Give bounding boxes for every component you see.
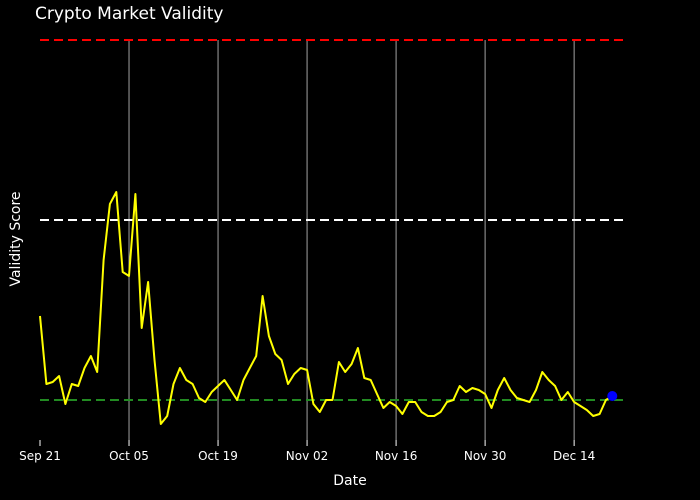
x-tick-label: Nov 30: [464, 449, 507, 463]
x-tick-label: Nov 16: [375, 449, 418, 463]
x-tick-label: Sep 21: [19, 449, 61, 463]
x-tick-label: Dec 14: [553, 449, 595, 463]
y-axis-title: Validity Score: [8, 191, 24, 287]
validity-score-line: [39, 191, 613, 425]
chart-title: Crypto Market Validity: [35, 4, 224, 24]
latest-point-marker: [607, 391, 618, 401]
x-tick-label: Oct 05: [109, 449, 149, 463]
x-tick-label: Oct 19: [198, 449, 238, 463]
x-tick-label: Nov 02: [286, 449, 329, 463]
x-axis-title: Date: [333, 473, 367, 489]
